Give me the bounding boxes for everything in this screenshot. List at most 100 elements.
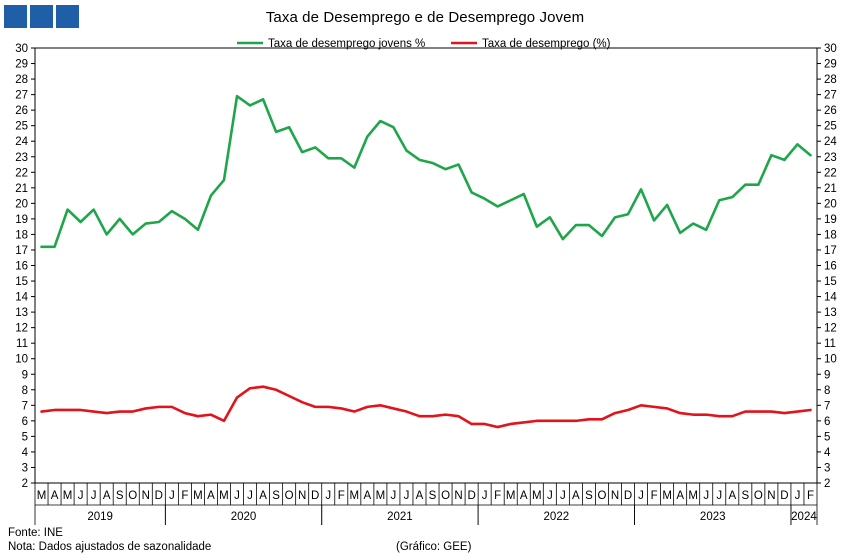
legend-label: Taxa de desemprego jovens %: [268, 38, 425, 50]
y-tick-label-left: 23: [15, 152, 28, 164]
y-tick-label-left: 4: [22, 447, 29, 459]
logo: [4, 5, 79, 28]
x-month-label: F: [807, 490, 814, 502]
y-tick-label-right: 17: [824, 245, 837, 257]
y-tick-label-right: 15: [824, 276, 837, 288]
y-tick-label-left: 29: [15, 59, 28, 71]
y-tick-label-right: 29: [824, 59, 837, 71]
x-month-label: D: [467, 490, 475, 502]
y-tick-label-right: 21: [824, 183, 837, 195]
y-tick-label-left: 6: [22, 416, 28, 428]
x-year-label: 2020: [231, 511, 257, 523]
x-month-label: J: [169, 490, 175, 502]
chart-title: Taxa de Desemprego e de Desemprego Jovem: [265, 9, 585, 26]
y-tick-label-right: 23: [824, 152, 837, 164]
x-month-label: A: [103, 490, 111, 502]
y-tick-label-right: 11: [824, 338, 836, 350]
series-line-unemployment: [40, 385, 812, 429]
y-tick-label-left: 13: [15, 307, 28, 319]
x-month-label: J: [91, 490, 97, 502]
y-tick-label-left: 16: [15, 261, 28, 273]
y-tick-label-left: 27: [15, 90, 28, 102]
y-tick-label-right: 28: [824, 74, 837, 86]
y-tick-label-left: 25: [15, 121, 28, 133]
x-month-label: J: [78, 490, 84, 502]
x-month-label: A: [416, 490, 424, 502]
y-tick-label-left: 11: [16, 338, 28, 350]
y-tick-label-right: 2: [824, 478, 830, 490]
x-month-label: N: [611, 490, 619, 502]
x-month-label: J: [391, 490, 397, 502]
y-tick-label-left: 19: [15, 214, 28, 226]
y-tick-label-left: 14: [15, 292, 28, 304]
x-month-label: S: [741, 490, 749, 502]
x-month-label: N: [767, 490, 775, 502]
x-month-label: N: [142, 490, 150, 502]
x-year-label: 2024: [791, 511, 817, 523]
y-tick-label-left: 5: [22, 431, 28, 443]
y-tick-label-right: 30: [824, 43, 837, 55]
plot-frame: [34, 47, 818, 484]
x-month-label: F: [651, 490, 658, 502]
footer-credit: (Gráfico: GEE): [396, 541, 472, 553]
x-month-label: O: [128, 490, 137, 502]
x-month-label: M: [37, 490, 47, 502]
x-month-label: O: [441, 490, 450, 502]
x-month-label: M: [662, 490, 672, 502]
x-month-label: S: [116, 490, 124, 502]
y-tick-label-right: 7: [824, 400, 830, 412]
x-month-label: D: [624, 490, 632, 502]
x-month-label: M: [193, 490, 203, 502]
y-tick-label-left: 30: [15, 43, 28, 55]
x-month-label: O: [285, 490, 294, 502]
x-month-label: S: [429, 490, 437, 502]
y-tick-label-right: 26: [824, 105, 837, 117]
x-month-label: M: [219, 490, 229, 502]
x-month-label: D: [780, 490, 788, 502]
y-tick-label-left: 18: [15, 229, 28, 241]
x-month-label: F: [494, 490, 501, 502]
x-month-label: M: [688, 490, 698, 502]
x-month-label: A: [676, 490, 684, 502]
x-month-label: A: [207, 490, 215, 502]
x-month-label: F: [338, 490, 345, 502]
x-year-label: 2022: [544, 511, 570, 523]
x-month-label: F: [181, 490, 188, 502]
x-month-label: J: [234, 490, 240, 502]
x-month-label: N: [298, 490, 306, 502]
footer-note: Nota: Dados ajustados de sazonalidade: [8, 541, 212, 553]
x-month-label: D: [311, 490, 319, 502]
x-month-label: A: [520, 490, 528, 502]
y-tick-label-left: 10: [15, 354, 28, 366]
x-month-label: A: [259, 490, 267, 502]
logo-square: [56, 5, 79, 28]
x-month-label: J: [703, 490, 709, 502]
y-tick-label-right: 10: [824, 354, 837, 366]
x-year-label: 2021: [387, 511, 413, 523]
x-year-label: 2019: [87, 511, 113, 523]
x-month-label: M: [350, 490, 360, 502]
y-tick-label-left: 22: [15, 167, 28, 179]
x-month-label: J: [560, 490, 566, 502]
y-tick-label-right: 13: [824, 307, 837, 319]
y-tick-label-left: 28: [15, 74, 28, 86]
x-month-label: J: [638, 490, 644, 502]
x-month-label: J: [716, 490, 722, 502]
x-month-label: O: [597, 490, 606, 502]
x-month-label: J: [247, 490, 253, 502]
y-tick-label-right: 14: [824, 292, 837, 304]
x-month-label: A: [51, 490, 59, 502]
y-tick-label-left: 9: [22, 369, 28, 381]
y-tick-label-right: 6: [824, 416, 830, 428]
x-month-label: N: [454, 490, 462, 502]
y-tick-label-left: 20: [15, 198, 28, 210]
y-tick-label-right: 25: [824, 121, 837, 133]
x-month-label: A: [364, 490, 372, 502]
x-month-label: M: [63, 490, 73, 502]
logo-square: [4, 5, 27, 28]
y-tick-label-right: 4: [824, 447, 831, 459]
x-month-label: S: [585, 490, 593, 502]
x-month-label: M: [376, 490, 386, 502]
x-month-label: O: [754, 490, 763, 502]
